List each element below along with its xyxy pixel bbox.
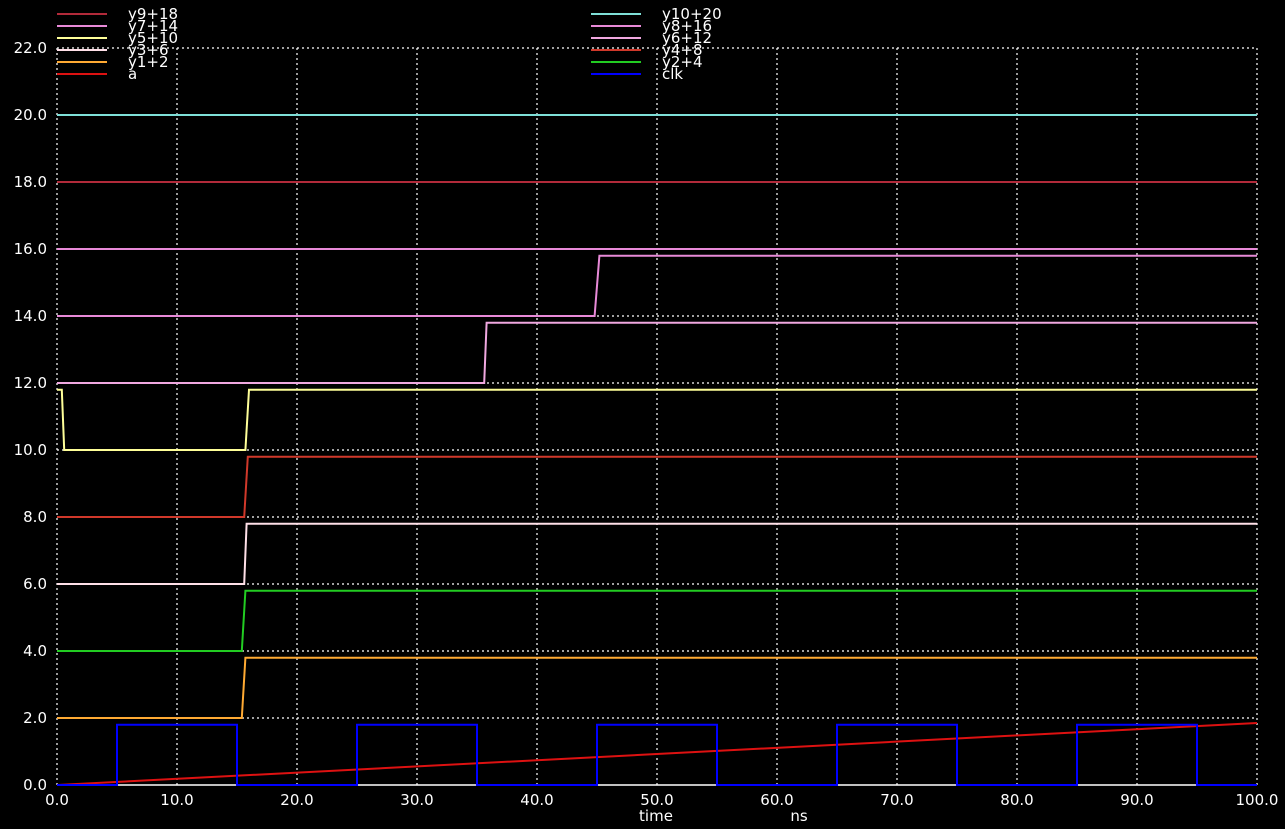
y-tick-label: 20.0 bbox=[14, 106, 47, 124]
x-tick-label: 100.0 bbox=[1236, 791, 1279, 809]
x-tick-label: 30.0 bbox=[400, 791, 433, 809]
x-tick-label: 80.0 bbox=[1000, 791, 1033, 809]
y-tick-label: 18.0 bbox=[14, 173, 47, 191]
y-tick-label: 22.0 bbox=[14, 39, 47, 57]
x-tick-label: 70.0 bbox=[880, 791, 913, 809]
x-tick-label: 20.0 bbox=[280, 791, 313, 809]
y-tick-label: 4.0 bbox=[23, 642, 47, 660]
x-tick-label: 0.0 bbox=[45, 791, 69, 809]
x-axis-label: time bbox=[639, 807, 673, 825]
y-tick-label: 10.0 bbox=[14, 441, 47, 459]
y-tick-label: 12.0 bbox=[14, 374, 47, 392]
x-tick-label: 10.0 bbox=[160, 791, 193, 809]
x-tick-label: 40.0 bbox=[520, 791, 553, 809]
y-tick-label: 6.0 bbox=[23, 575, 47, 593]
y-tick-label: 2.0 bbox=[23, 709, 47, 727]
x-axis-unit: ns bbox=[790, 807, 808, 825]
x-tick-label: 90.0 bbox=[1120, 791, 1153, 809]
y-tick-label: 14.0 bbox=[14, 307, 47, 325]
legend-entry: clk bbox=[662, 65, 683, 83]
legend-entry: a bbox=[128, 65, 137, 83]
y-tick-label: 0.0 bbox=[23, 776, 47, 794]
x-tick-label: 60.0 bbox=[760, 791, 793, 809]
y-tick-label: 16.0 bbox=[14, 240, 47, 258]
y-tick-label: 8.0 bbox=[23, 508, 47, 526]
